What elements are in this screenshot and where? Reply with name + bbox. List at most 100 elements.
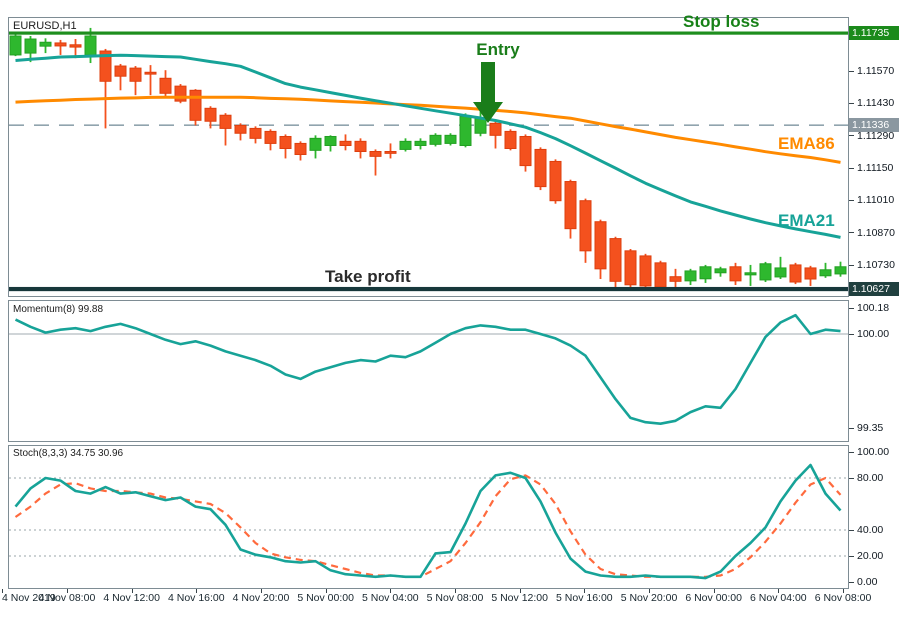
candle-bear xyxy=(729,266,742,282)
price-tick xyxy=(849,70,854,72)
symbol-timeframe-label: EURUSD,H1 xyxy=(13,20,77,32)
candle-bear xyxy=(234,124,247,134)
candle-bear xyxy=(354,140,367,153)
candle-bear xyxy=(174,85,187,102)
stochastic-indicator-label: Stoch(8,3,3) 34.75 30.96 xyxy=(13,448,124,459)
stoch-tick xyxy=(849,555,854,557)
candle-bull xyxy=(759,263,772,281)
price-tick-label: 1.10870 xyxy=(857,226,895,239)
time-tick xyxy=(454,589,456,593)
price-tick-label: 1.11290 xyxy=(857,129,895,142)
time-tick-label: 5 Nov 12:00 xyxy=(491,592,548,604)
price-tick xyxy=(849,102,854,104)
time-tick-label: 4 Nov 20:00 xyxy=(232,592,290,604)
price-tick-label: 1.11430 xyxy=(857,97,895,110)
stop-loss-line[interactable] xyxy=(9,31,848,35)
candle-bear xyxy=(69,44,82,48)
candle-bear xyxy=(294,142,307,156)
time-tick xyxy=(584,589,586,593)
price-badge-current: 1.11336 xyxy=(849,118,899,133)
time-tick xyxy=(843,589,844,593)
candle-bear xyxy=(624,250,637,286)
candle-bear xyxy=(219,114,232,129)
price-tick xyxy=(849,232,854,234)
time-tick xyxy=(390,589,392,593)
candle-bear xyxy=(114,65,127,77)
price-tick xyxy=(849,167,854,169)
time-tick-label: 4 Nov 08:00 xyxy=(38,592,96,604)
candle-bull xyxy=(9,35,22,56)
candle-bear xyxy=(519,135,532,167)
candle-bear xyxy=(54,42,67,47)
momentum-tick xyxy=(849,427,854,429)
entry-label: Entry xyxy=(476,40,520,59)
main-price-panel xyxy=(8,17,849,297)
candle-bull xyxy=(699,266,712,280)
time-tick xyxy=(649,589,650,593)
time-tick-label: 4 Nov 12:00 xyxy=(103,592,160,604)
candle-bear xyxy=(144,71,157,75)
time-tick-label: 5 Nov 08:00 xyxy=(426,592,484,604)
price-tick xyxy=(849,199,854,201)
entry-arrow-stem xyxy=(481,62,495,103)
candle-bull xyxy=(834,266,847,275)
time-tick-label: 6 Nov 00:00 xyxy=(685,592,742,604)
price-chart-canvas[interactable] xyxy=(9,18,848,296)
candle-bull xyxy=(459,115,472,146)
momentum-tick-label: 99.35 xyxy=(857,422,884,435)
stoch-tick xyxy=(849,529,854,531)
candle-bear xyxy=(654,262,667,288)
price-tick-label: 1.11150 xyxy=(857,162,894,175)
stoch-k-line xyxy=(14,463,842,580)
time-tick xyxy=(713,589,715,593)
price-tick xyxy=(849,135,854,137)
price-tick xyxy=(849,264,854,266)
candle-bear xyxy=(489,122,502,136)
candle-bear xyxy=(189,89,202,121)
candle-bull xyxy=(24,38,37,54)
candle-bear xyxy=(609,238,622,282)
candle-bear xyxy=(384,151,397,154)
time-tick xyxy=(2,589,4,593)
candle-bull xyxy=(414,140,427,146)
stoch-tick-label: 40.00 xyxy=(857,524,884,536)
time-tick-label: 4 Nov 2019 xyxy=(2,592,56,604)
stoch-tick xyxy=(849,477,854,479)
candle-bull xyxy=(684,270,697,282)
candle-bull xyxy=(84,35,97,56)
candle-bear xyxy=(789,264,802,283)
time-tick xyxy=(260,589,262,593)
candle-bear xyxy=(804,267,817,280)
time-tick-label: 4 Nov 16:00 xyxy=(167,592,225,604)
ema21-label: EMA21 xyxy=(778,211,835,230)
momentum-tick-label: 100.00 xyxy=(857,328,890,341)
ema86-label: EMA86 xyxy=(778,134,835,153)
take-profit-label: Take profit xyxy=(325,267,411,286)
time-tick-label: 5 Nov 00:00 xyxy=(297,592,354,604)
time-tick xyxy=(519,589,521,593)
time-tick-label: 5 Nov 04:00 xyxy=(362,592,419,604)
ema21-line xyxy=(15,53,841,239)
candle-bull xyxy=(429,134,442,145)
time-tick xyxy=(131,589,133,593)
candle-bear xyxy=(669,276,682,282)
candle-bear xyxy=(639,255,652,287)
momentum-line xyxy=(14,313,841,425)
price-tick-label: 1.10730 xyxy=(857,259,895,272)
price-axis[interactable]: 1.11570 1.11430 1.11290 1.11150 1.11010 1.108… xyxy=(849,0,900,620)
candle-bear xyxy=(594,221,607,270)
momentum-tick-label: 100.18 xyxy=(857,302,890,314)
take-profit-line[interactable] xyxy=(9,286,848,292)
momentum-panel xyxy=(8,300,849,442)
time-tick xyxy=(196,589,198,593)
candle-bull xyxy=(399,140,412,150)
candle-bull xyxy=(324,135,337,146)
stochastic-canvas[interactable] xyxy=(9,446,848,588)
momentum-canvas[interactable] xyxy=(9,301,848,441)
candle-bull xyxy=(309,137,322,151)
stoch-tick xyxy=(849,581,854,583)
candle-bull xyxy=(444,134,457,144)
candle-bear xyxy=(99,50,112,82)
time-tick xyxy=(325,589,327,593)
candle-bull xyxy=(819,269,832,277)
